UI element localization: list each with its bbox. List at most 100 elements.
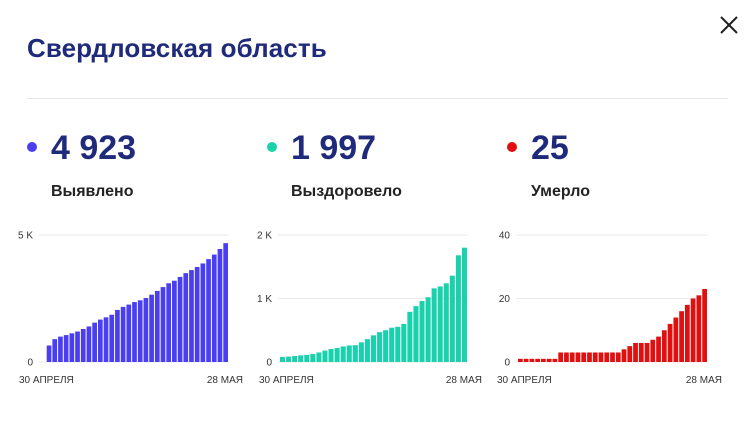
bar <box>370 335 377 362</box>
bar <box>358 342 364 362</box>
bar <box>431 288 437 362</box>
bar <box>364 339 370 362</box>
bar <box>610 352 615 362</box>
bar <box>425 297 431 362</box>
bar <box>310 354 316 362</box>
bar <box>383 330 389 362</box>
bar <box>52 339 58 362</box>
bar <box>518 358 523 362</box>
bar <box>86 326 92 362</box>
bar <box>109 314 115 362</box>
bar <box>581 352 587 362</box>
y-tick-label: 20 <box>499 294 511 305</box>
bar <box>650 339 656 362</box>
bar <box>529 358 535 362</box>
bar <box>149 294 154 362</box>
bar <box>449 275 455 362</box>
bar <box>633 342 638 362</box>
bar <box>621 349 627 362</box>
bar <box>569 352 575 362</box>
bar <box>97 319 103 362</box>
y-tick-label: 40 <box>499 231 511 242</box>
bar <box>690 298 696 362</box>
x-start-label: 30 АПРЕЛЯ <box>259 375 314 386</box>
bar <box>200 263 206 362</box>
bar <box>696 295 702 362</box>
bar <box>455 255 461 362</box>
bar <box>413 306 419 362</box>
bar <box>194 267 200 362</box>
bar <box>280 356 286 362</box>
bar <box>638 342 644 362</box>
bar <box>217 248 223 362</box>
bar <box>535 358 541 362</box>
bar <box>177 276 183 362</box>
bar <box>304 355 310 362</box>
bar <box>69 333 75 362</box>
y-tick-label: 2 K <box>257 231 272 242</box>
bar <box>679 311 684 362</box>
bar <box>587 352 592 362</box>
x-end-label: 28 МАЯ <box>207 375 243 386</box>
bar <box>461 247 467 362</box>
bar <box>166 283 172 362</box>
bar <box>615 352 621 362</box>
bar <box>137 300 143 362</box>
x-start-label: 30 АПРЕЛЯ <box>19 375 74 386</box>
bar <box>564 352 569 362</box>
bar <box>419 301 425 362</box>
bar <box>75 331 80 362</box>
bar <box>103 317 109 362</box>
bar <box>189 270 194 362</box>
bar <box>211 254 217 362</box>
bar <box>395 326 401 362</box>
bar <box>407 311 413 362</box>
bar <box>334 348 340 362</box>
bar <box>183 273 189 362</box>
bar <box>115 309 120 362</box>
died-label: Умерло <box>531 183 590 200</box>
close-icon[interactable] <box>716 12 742 38</box>
bar <box>126 304 132 362</box>
y-tick-label: 0 <box>266 358 272 369</box>
recovered-dot <box>267 142 277 152</box>
bar <box>598 352 604 362</box>
bar <box>541 358 546 362</box>
bar <box>58 336 63 362</box>
recovered-label: Выздоровело <box>291 183 402 200</box>
y-tick-label: 5 K <box>18 231 33 242</box>
bar <box>154 290 160 362</box>
bar <box>206 259 211 362</box>
bar <box>401 323 407 362</box>
bar <box>684 304 690 362</box>
bar <box>604 352 610 362</box>
y-tick-label: 0 <box>27 358 33 369</box>
recovered-value: 1 997 <box>291 129 377 167</box>
bar <box>661 330 667 362</box>
bar <box>322 350 328 362</box>
bar <box>592 352 598 362</box>
bar <box>328 348 334 362</box>
bar <box>437 286 443 362</box>
bar <box>143 297 149 362</box>
header-divider <box>27 98 728 99</box>
chart-recovered: 0 1 K 2 K 30 АПРЕЛЯ 28 МАЯ <box>257 231 482 387</box>
bar <box>160 287 166 362</box>
bar <box>702 288 707 362</box>
bar <box>92 322 97 362</box>
bar <box>546 358 552 362</box>
y-tick-label: 0 <box>504 358 510 369</box>
bar <box>443 283 449 362</box>
bar <box>132 302 137 362</box>
y-tick-label: 1 K <box>257 294 272 305</box>
bar <box>298 355 304 362</box>
page-title: Свердловская область <box>27 33 327 63</box>
chart-died: 0 20 40 30 АПРЕЛЯ 28 МАЯ <box>497 231 722 387</box>
bar <box>316 352 322 362</box>
bar <box>286 356 292 362</box>
bar <box>656 336 661 362</box>
bar <box>523 358 529 362</box>
bar <box>673 317 679 362</box>
bar <box>575 352 581 362</box>
bar <box>63 335 69 362</box>
